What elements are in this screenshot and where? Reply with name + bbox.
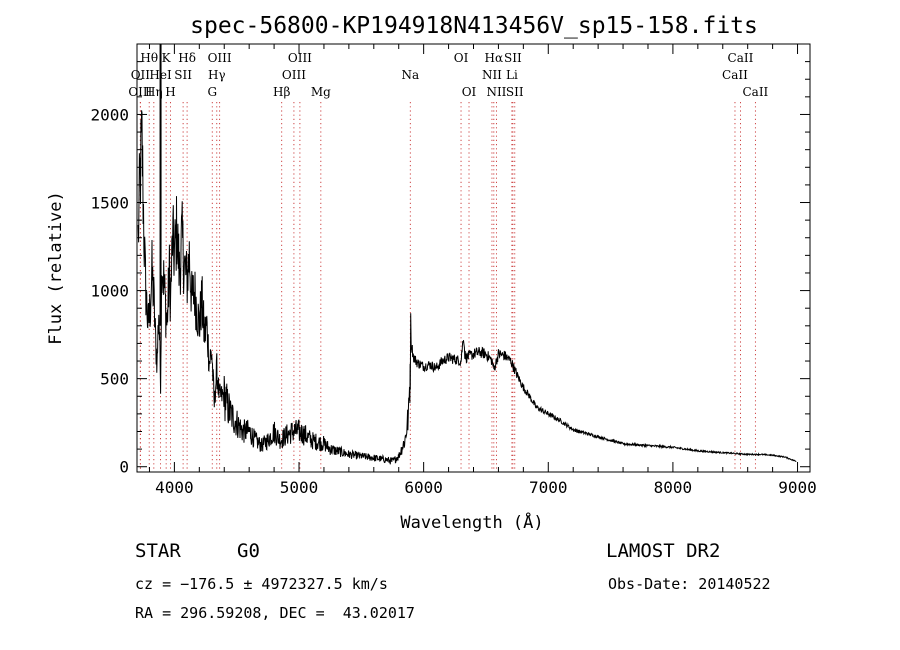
spectral-line-label: Mg (311, 85, 331, 99)
y-tick-label: 1000 (90, 282, 129, 301)
y-axis-label: Flux (relative) (46, 191, 66, 345)
chart-title: spec-56800-KP194918N413456V_sp15-158.fit… (190, 13, 758, 39)
spectral-line-label: OII (131, 68, 151, 82)
spectral-line-label: Hα (485, 51, 504, 65)
spectral-line-label: Hβ (273, 85, 290, 99)
survey-name: LAMOST DR2 (606, 540, 721, 562)
spectral-line-label: CaII (728, 51, 754, 65)
y-tick-label: 500 (100, 370, 129, 389)
x-tick-label: 6000 (404, 478, 443, 497)
axis-tick-labels: 4000 5000 6000 7000 8000 9000 0 500 1000 1500 2000 (90, 105, 816, 497)
object-subclass: G0 (237, 540, 260, 562)
spectral-line-label: SII (506, 85, 524, 99)
spectral-line-label: K (162, 51, 172, 65)
spectrum-line (137, 110, 797, 465)
object-class: STAR (135, 540, 181, 562)
spectral-line-markers (139, 102, 756, 472)
coordinates-readout: RA = 296.59208, DEC = 43.02017 (135, 604, 415, 622)
spectrum-series (137, 44, 797, 465)
x-tick-label: 9000 (778, 478, 817, 497)
spectral-line-label: OI (454, 51, 469, 65)
spectral-line-label: OIII (128, 85, 152, 99)
x-tick-label: 7000 (529, 478, 568, 497)
spectral-line-label: H (165, 85, 175, 99)
y-tick-label: 2000 (90, 105, 129, 124)
axis-ticks (137, 43, 810, 472)
x-tick-label: 8000 (654, 478, 693, 497)
spectral-line-label: Li (506, 68, 518, 82)
spectral-line-label: Hη (145, 85, 163, 99)
spectral-line-label: CaII (722, 68, 748, 82)
redshift-readout: cz = −176.5 ± 4972327.5 km/s (135, 575, 388, 593)
spectral-line-label: SII (504, 51, 522, 65)
observation-date: Obs-Date: 20140522 (608, 575, 771, 593)
plot-frame (136, 43, 811, 473)
spectral-line-label: OIII (208, 51, 232, 65)
spectral-line-label: NII (486, 85, 506, 99)
spectral-line-label: Na (401, 68, 419, 82)
spectral-line-labels: HθOIIOIIIHηKHeISIIHHδOIIIHγGOIIIOIIIHβMg… (128, 51, 768, 99)
spectral-line-label: CaII (742, 85, 768, 99)
x-tick-label: 5000 (280, 478, 319, 497)
spectral-line-label: NII (482, 68, 502, 82)
y-tick-label: 0 (119, 458, 129, 477)
x-axis-label: Wavelength (Å) (400, 511, 543, 533)
spectral-line-label: Hθ (140, 51, 158, 65)
spectral-line-label: OIII (282, 68, 306, 82)
spectral-line-label: OI (462, 85, 477, 99)
spectral-line-label: G (207, 85, 217, 99)
y-tick-label: 1500 (90, 194, 129, 213)
spectral-line-label: Hδ (178, 51, 196, 65)
spectral-line-label: Hγ (208, 68, 226, 82)
spectral-line-label: SII (174, 68, 192, 82)
spectral-line-label: OIII (288, 51, 312, 65)
x-tick-label: 4000 (155, 478, 194, 497)
